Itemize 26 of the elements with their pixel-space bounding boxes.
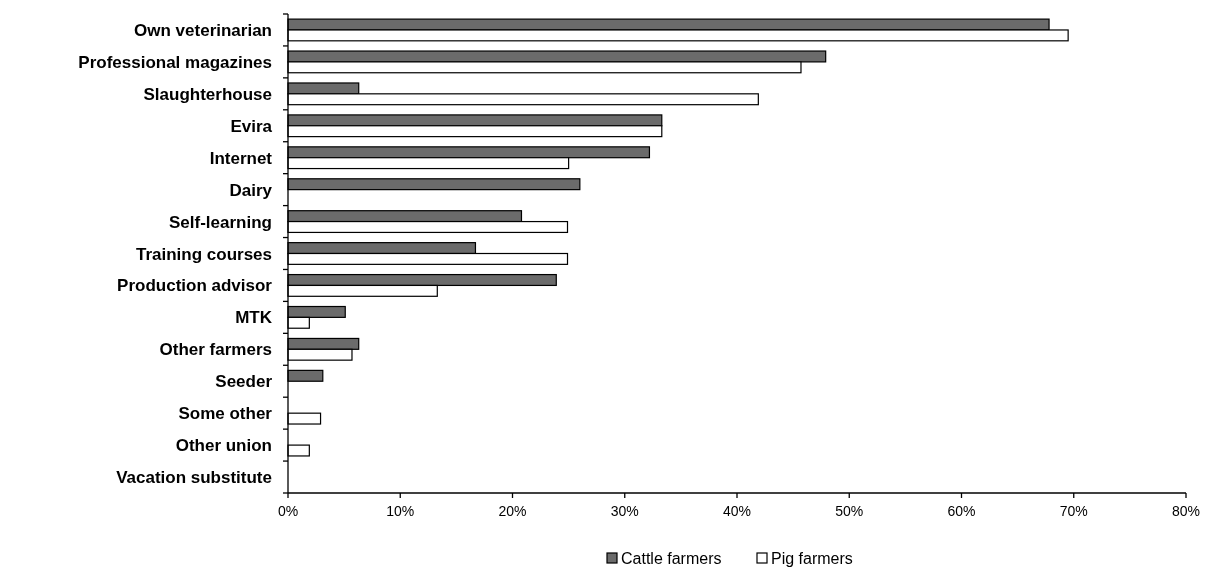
y-tick-label: Self-learning (169, 212, 272, 232)
x-tick-label: 60% (947, 503, 976, 519)
x-tick-label: 40% (722, 503, 752, 519)
y-tick-label: Training courses (135, 244, 272, 264)
y-tick-label: Other farmers (159, 340, 272, 360)
x-tick-label: 80% (1171, 503, 1201, 519)
x-tick-label: 70% (1059, 503, 1088, 519)
y-tick-label: Internet (209, 148, 273, 168)
y-tick-label: Evira (230, 116, 273, 136)
y-tick-label: Vacation substitute (116, 468, 272, 488)
y-tick-label: Dairy (229, 180, 273, 200)
x-tick-label: 10% (386, 503, 415, 519)
y-tick-label: Seeder (215, 372, 273, 392)
x-tick-label: 30% (610, 503, 639, 519)
y-tick-label: MTK (235, 308, 273, 328)
y-tick-label: Other union (175, 436, 272, 456)
y-tick-label: Some other (178, 404, 273, 424)
x-tick-label: 0% (277, 503, 299, 519)
x-tick-label: 20% (498, 503, 527, 519)
y-tick-label: Slaughterhouse (143, 84, 272, 104)
y-tick-label: Own veterinarian (134, 20, 272, 40)
y-tick-label: Production advisor (117, 276, 273, 296)
legend-label: Pig farmers (771, 550, 853, 567)
y-tick-label: Professional magazines (78, 52, 272, 72)
x-tick-label: 50% (835, 503, 864, 519)
legend-label: Cattle farmers (621, 550, 722, 567)
